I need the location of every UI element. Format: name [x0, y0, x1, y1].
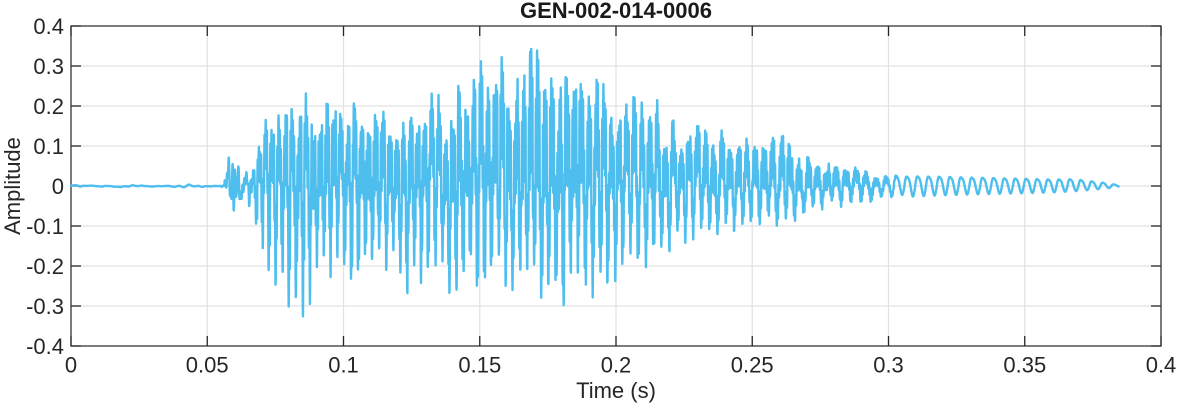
svg-text:-0.4: -0.4: [26, 334, 64, 359]
svg-text:0: 0: [52, 174, 64, 199]
svg-text:0.4: 0.4: [33, 14, 64, 39]
svg-text:0.35: 0.35: [1003, 353, 1046, 378]
svg-text:0.15: 0.15: [458, 353, 501, 378]
svg-text:0.1: 0.1: [33, 134, 64, 159]
svg-text:Time (s): Time (s): [576, 378, 656, 403]
svg-text:Amplitude: Amplitude: [0, 137, 25, 235]
svg-text:-0.3: -0.3: [26, 294, 64, 319]
svg-text:-0.2: -0.2: [26, 254, 64, 279]
svg-text:0: 0: [65, 353, 77, 378]
svg-text:0.3: 0.3: [33, 54, 64, 79]
svg-text:0.25: 0.25: [731, 353, 774, 378]
svg-text:0.1: 0.1: [328, 353, 359, 378]
svg-text:0.3: 0.3: [873, 353, 904, 378]
svg-text:-0.1: -0.1: [26, 214, 64, 239]
svg-text:0.2: 0.2: [601, 353, 632, 378]
svg-text:0.05: 0.05: [186, 353, 229, 378]
svg-text:GEN-002-014-0006: GEN-002-014-0006: [520, 0, 712, 23]
svg-text:0.2: 0.2: [33, 94, 64, 119]
svg-text:0.4: 0.4: [1146, 353, 1177, 378]
